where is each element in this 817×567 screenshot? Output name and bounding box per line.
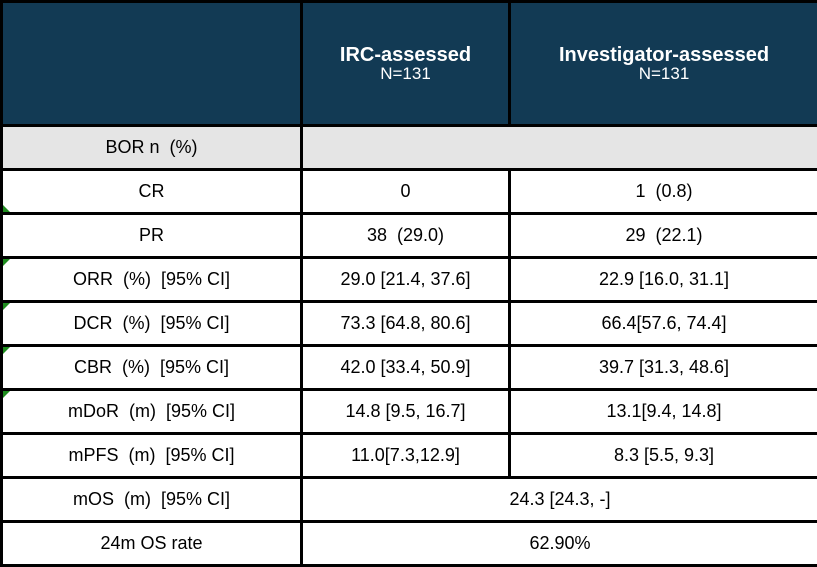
cell-24m-os-label: 24m OS rate	[2, 522, 302, 566]
header-row: IRC-assessed N=131 Investigator-assessed…	[2, 2, 817, 126]
row-24m-os-rate: 24m OS rate 62.90%	[2, 522, 817, 566]
cell-dcr-investigator: 66.4[57.6, 74.4]	[510, 302, 817, 346]
irc-header-n: N=131	[380, 65, 431, 82]
cell-mdor-label: mDoR (m) [95% CI]	[2, 390, 302, 434]
cell-orr-investigator: 22.9 [16.0, 31.1]	[510, 258, 817, 302]
row-cbr: CBR (%) [95% CI] 42.0 [33.4, 50.9] 39.7 …	[2, 346, 817, 390]
excel-error-indicator-icon	[3, 259, 10, 266]
cell-bor-label: BOR n (%)	[2, 126, 302, 170]
excel-error-indicator-icon	[3, 347, 10, 354]
page: IRC-assessed N=131 Investigator-assessed…	[0, 0, 817, 541]
investigator-header-title: Investigator-assessed	[559, 45, 769, 65]
cell-cbr-irc: 42.0 [33.4, 50.9]	[302, 346, 510, 390]
cell-mos-label: mOS (m) [95% CI]	[2, 478, 302, 522]
cell-mpfs-irc: 11.0[7.3,12.9]	[302, 434, 510, 478]
irc-header-title: IRC-assessed	[340, 45, 471, 65]
excel-error-indicator-icon	[3, 391, 10, 398]
excel-error-indicator-icon	[3, 303, 10, 310]
header-cell-investigator: Investigator-assessed N=131	[510, 2, 817, 126]
cell-mdor-investigator: 13.1[9.4, 14.8]	[510, 390, 817, 434]
cell-orr-label: ORR (%) [95% CI]	[2, 258, 302, 302]
cell-cr-irc: 0	[302, 170, 510, 214]
cell-24m-os-merged: 62.90%	[302, 522, 817, 566]
cell-dcr-label: DCR (%) [95% CI]	[2, 302, 302, 346]
row-pr: PR 38 (29.0) 29 (22.1)	[2, 214, 817, 258]
row-mpfs: mPFS (m) [95% CI] 11.0[7.3,12.9] 8.3 [5.…	[2, 434, 817, 478]
header-cell-empty	[2, 2, 302, 126]
cell-orr-irc: 29.0 [21.4, 37.6]	[302, 258, 510, 302]
row-dcr: DCR (%) [95% CI] 73.3 [64.8, 80.6] 66.4[…	[2, 302, 817, 346]
cell-cbr-label: CBR (%) [95% CI]	[2, 346, 302, 390]
cell-pr-label: PR	[2, 214, 302, 258]
cell-cbr-investigator: 39.7 [31.3, 48.6]	[510, 346, 817, 390]
excel-error-indicator-icon	[3, 205, 10, 212]
cell-cr-label: CR	[2, 170, 302, 214]
investigator-header-n: N=131	[639, 65, 690, 82]
cell-mos-merged: 24.3 [24.3, -]	[302, 478, 817, 522]
cell-cr-investigator: 1 (0.8)	[510, 170, 817, 214]
cell-pr-irc: 38 (29.0)	[302, 214, 510, 258]
cell-mpfs-investigator: 8.3 [5.5, 9.3]	[510, 434, 817, 478]
row-cr: CR 0 1 (0.8)	[2, 170, 817, 214]
cell-bor-merged	[302, 126, 817, 170]
cell-mdor-irc: 14.8 [9.5, 16.7]	[302, 390, 510, 434]
cell-pr-investigator: 29 (22.1)	[510, 214, 817, 258]
row-bor: BOR n (%)	[2, 126, 817, 170]
row-mdor: mDoR (m) [95% CI] 14.8 [9.5, 16.7] 13.1[…	[2, 390, 817, 434]
cell-dcr-irc: 73.3 [64.8, 80.6]	[302, 302, 510, 346]
row-orr: ORR (%) [95% CI] 29.0 [21.4, 37.6] 22.9 …	[2, 258, 817, 302]
cell-mpfs-label: mPFS (m) [95% CI]	[2, 434, 302, 478]
header-cell-irc: IRC-assessed N=131	[302, 2, 510, 126]
row-mos: mOS (m) [95% CI] 24.3 [24.3, -]	[2, 478, 817, 522]
